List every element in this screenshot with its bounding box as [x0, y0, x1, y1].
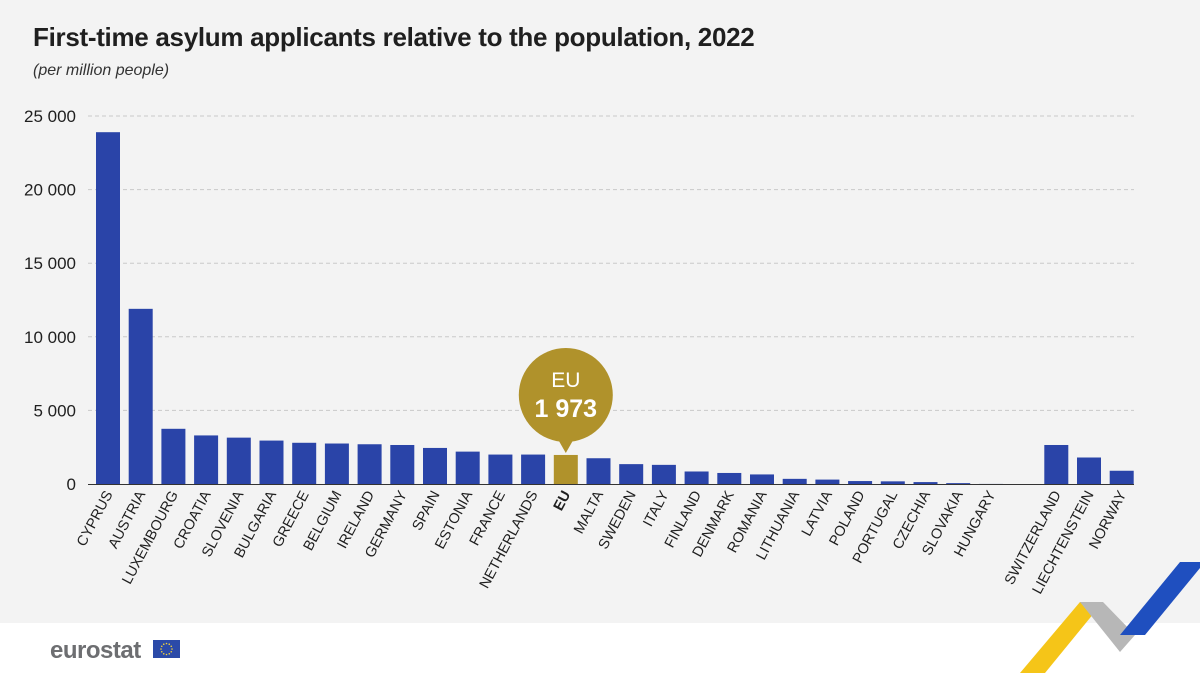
bar-switzerland — [1044, 444, 1069, 484]
flag-star — [165, 653, 168, 656]
bar-austria — [128, 308, 153, 484]
bar-italy — [651, 464, 676, 484]
bars — [96, 132, 1134, 485]
bar-netherlands — [521, 454, 546, 484]
flag-star — [170, 645, 173, 648]
eu-callout-value: 1 973 — [535, 395, 598, 423]
chart-title: First-time asylum applicants relative to… — [33, 22, 755, 52]
eu-flag-icon — [153, 640, 180, 658]
flag-star — [165, 642, 168, 645]
bar-luxembourg — [161, 428, 186, 484]
eu-callout-label: EU — [551, 369, 580, 392]
y-tick-label: 15 000 — [24, 254, 76, 273]
bar-bulgaria — [259, 440, 284, 484]
flag-star — [160, 650, 163, 653]
bar-slovakia — [946, 483, 971, 484]
flag-star — [170, 650, 173, 653]
bar-belgium — [324, 443, 349, 484]
bar-france — [488, 454, 513, 484]
bar-estonia — [455, 451, 480, 484]
bar-chart: 0 5 000 10 000 15 000 20 000 25 000 CYPRUSAUS… — [24, 107, 1134, 597]
bar-greece — [292, 442, 317, 484]
y-tick-label: 0 — [67, 475, 76, 494]
eu-callout-bubble: EU 1 973 — [518, 348, 613, 453]
gridlines — [88, 115, 1134, 411]
flag-star — [168, 652, 171, 655]
flag-star — [162, 643, 165, 646]
bar-ireland — [357, 444, 382, 484]
y-tick-label: 10 000 — [24, 328, 76, 347]
flag-star — [168, 643, 171, 646]
bar-latvia — [815, 479, 840, 484]
chart-subtitle: (per million people) — [33, 62, 170, 79]
bar-slovenia — [226, 437, 251, 484]
bar-liechtenstein — [1077, 457, 1101, 484]
bar-romania — [750, 474, 774, 484]
y-axis-ticks: 0 5 000 10 000 15 000 20 000 25 000 — [24, 107, 76, 494]
flag-star — [160, 645, 163, 648]
bar-lithuania — [782, 478, 807, 484]
x-tick-label: MALTA — [571, 488, 607, 537]
bar-eu — [553, 454, 578, 484]
footer — [0, 623, 1200, 675]
x-tick-label: EU — [551, 488, 575, 513]
ribbon-blue-band — [1120, 562, 1200, 635]
bar-sweden — [619, 464, 644, 484]
bar-cyprus — [96, 132, 120, 484]
bar-czechia — [913, 482, 938, 484]
chart-panel — [0, 0, 1200, 623]
ribbon-grey-band — [1080, 602, 1135, 652]
bar-poland — [848, 481, 873, 484]
bar-norway — [1109, 470, 1134, 484]
x-tick-label: LATVIA — [799, 488, 836, 539]
bar-croatia — [194, 435, 219, 484]
bar-finland — [684, 471, 709, 484]
x-axis-labels: CYPRUSAUSTRIALUXEMBOURGCROATIASLOVENIABU… — [74, 488, 1130, 597]
flag-star — [160, 648, 162, 650]
y-tick-label: 25 000 — [24, 107, 76, 126]
bar-denmark — [717, 472, 742, 484]
x-tick-label: ITALY — [640, 488, 672, 529]
decorative-ribbon — [1020, 562, 1200, 673]
ribbon-yellow-band — [1020, 602, 1103, 673]
bar-malta — [586, 458, 611, 484]
flag-star — [162, 652, 165, 655]
y-tick-label: 20 000 — [24, 181, 76, 200]
y-tick-label: 5 000 — [33, 401, 76, 420]
bar-spain — [423, 447, 447, 484]
eurostat-logo: eurostat — [50, 637, 141, 664]
x-tick-label: SPAIN — [409, 488, 443, 533]
bar-portugal — [880, 481, 905, 484]
eu-callout-circle — [518, 348, 613, 442]
bar-germany — [390, 444, 415, 484]
eu-callout-pointer — [557, 439, 574, 453]
flag-star — [171, 648, 173, 650]
